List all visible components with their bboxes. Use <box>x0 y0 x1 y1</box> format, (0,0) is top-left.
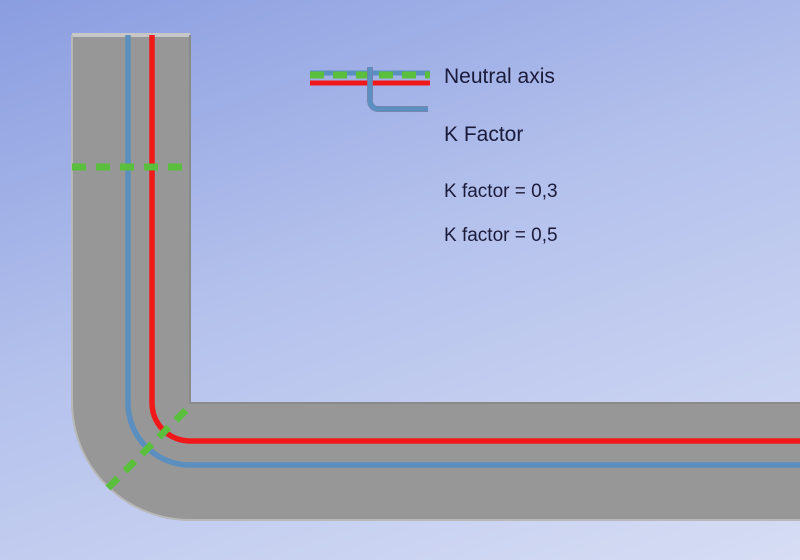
legend-row-k-factor: K Factor <box>310 123 770 147</box>
sheet-top-edge <box>72 33 190 37</box>
legend-row-k05: K factor = 0,5 <box>310 225 770 247</box>
legend-label-k03: K factor = 0,3 <box>444 181 558 203</box>
legend: Neutral axis K Factor K factor = 0,3 <box>310 65 770 281</box>
legend-label-k-factor: K Factor <box>444 123 523 147</box>
legend-row-k03: K factor = 0,3 <box>310 181 770 203</box>
diagram-canvas: Neutral axis K Factor K factor = 0,3 <box>0 0 800 560</box>
legend-label-k05: K factor = 0,5 <box>444 225 558 247</box>
legend-label-neutral-axis: Neutral axis <box>444 65 555 89</box>
